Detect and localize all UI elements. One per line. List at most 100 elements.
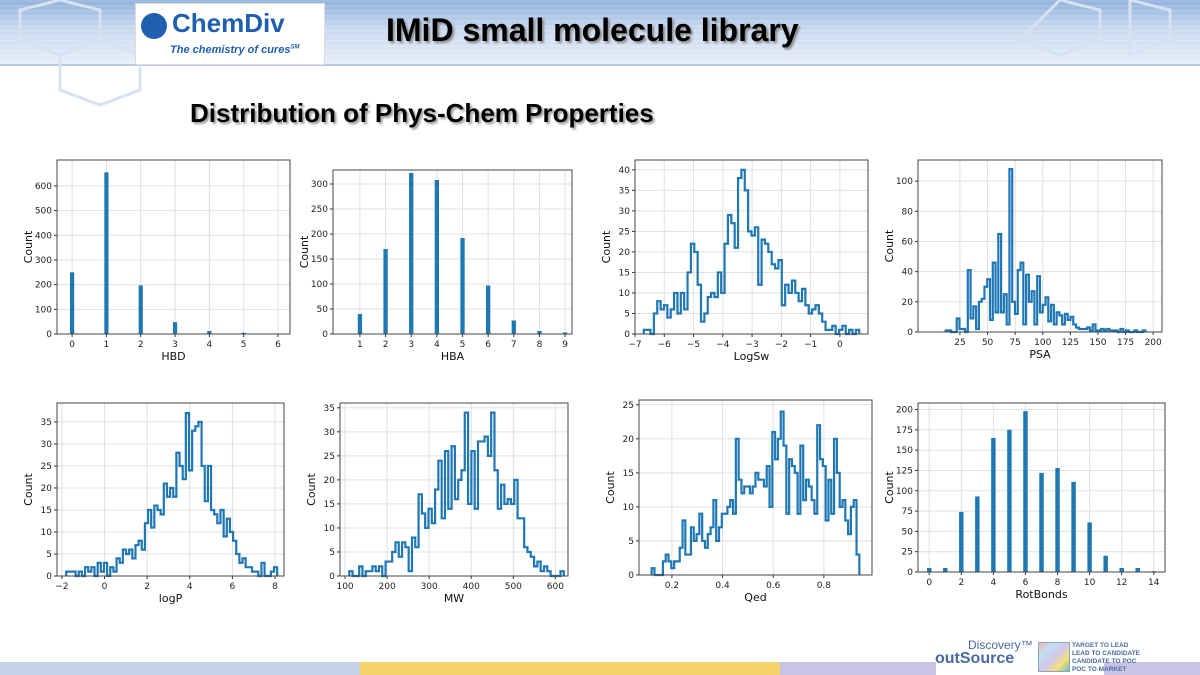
logo-tagline: The chemistry of curesSM — [170, 44, 299, 56]
x-axis-label: HBD — [161, 350, 185, 363]
x-tick-label: 4 — [434, 340, 440, 350]
histogram-bar — [943, 567, 948, 572]
chart-qed: 0.2 0.4 0.6 0.8 0 5 10 15 20 25 Qed Count — [604, 399, 873, 604]
histogram-bar — [1103, 555, 1108, 572]
x-tick-label: 3 — [408, 340, 414, 350]
x-axis-label: Qed — [744, 591, 766, 604]
histogram-bar — [1055, 468, 1060, 572]
plot-frame — [917, 402, 1166, 573]
y-tick-label: 300 — [35, 256, 52, 266]
x-tick-label: 100 — [336, 582, 353, 592]
y-tick-label: 35 — [324, 404, 335, 414]
y-tick-label: 25 — [324, 452, 335, 462]
x-tick-label: 175 — [1117, 338, 1134, 348]
x-tick-label: −7 — [628, 340, 641, 350]
x-axis-label: logP — [159, 592, 183, 605]
y-tick-label: 20 — [324, 476, 336, 486]
outsource-logo-icon — [1038, 642, 1070, 672]
y-tick-label: 25 — [902, 548, 913, 558]
histogram-bar — [172, 322, 178, 334]
stage-line: CANDIDATE TO POC — [1072, 658, 1137, 665]
y-tick-label: 100 — [896, 487, 913, 497]
x-tick-label: 1 — [357, 340, 363, 350]
y-tick-label: 15 — [619, 268, 630, 278]
y-tick-label: 35 — [619, 186, 630, 196]
y-tick-label: 30 — [41, 440, 53, 450]
logo-tagline-text: The chemistry of cures — [170, 44, 291, 56]
histogram-step-line — [944, 167, 1147, 334]
y-tick-label: 75 — [902, 507, 913, 517]
logo-sm: SM — [290, 44, 300, 51]
y-tick-label: 0 — [329, 572, 335, 582]
y-tick-label: 5 — [624, 309, 630, 319]
histogram-bar — [975, 496, 980, 572]
chart-hbd: 0 1 2 3 4 5 6 0 100 200 300 400 500 600 HBD Count — [22, 159, 291, 363]
y-tick-label: 125 — [896, 466, 913, 476]
y-tick-label: 300 — [311, 180, 328, 190]
footer-brand: outSource — [935, 650, 1015, 667]
y-tick-label: 50 — [902, 527, 914, 537]
x-tick-label: 12 — [1116, 578, 1127, 588]
x-tick-label: 8 — [272, 582, 278, 592]
y-tick-label: 80 — [902, 207, 914, 217]
x-tick-label: 4 — [187, 582, 193, 592]
histogram-bar — [537, 331, 542, 334]
y-tick-label: 35 — [41, 418, 52, 428]
x-tick-label: 3 — [172, 340, 178, 350]
chart-logsw: −7 −6 −5 −4 −3 −2 −1 0 0 5 10 15 20 25 30 35 40 LogSw Coun… — [600, 159, 869, 363]
x-tick-label: 14 — [1148, 578, 1160, 588]
x-tick-label: 150 — [1089, 338, 1106, 348]
x-tick-label: 6 — [1023, 578, 1029, 588]
plot-frame — [339, 402, 569, 577]
chart-mw: 100 200 300 400 500 600 0 5 10 15 20 25 30 35 MW Count — [305, 402, 569, 605]
slide-title: IMiD small molecule library — [386, 12, 799, 48]
y-tick-label: 20 — [41, 484, 53, 494]
x-tick-label: 300 — [421, 582, 438, 592]
histogram-step-line — [348, 411, 565, 578]
plot-frame — [56, 159, 291, 335]
y-axis-label: Count — [883, 229, 896, 262]
y-tick-label: 100 — [35, 305, 52, 315]
y-tick-label: 100 — [311, 280, 328, 290]
footer-stripe — [0, 662, 1200, 675]
y-tick-label: 20 — [623, 435, 635, 445]
x-tick-label: 10 — [1084, 578, 1096, 588]
x-tick-label: 0 — [102, 582, 108, 592]
y-tick-label: 10 — [623, 503, 635, 513]
x-tick-label: 6 — [275, 340, 281, 350]
x-tick-label: 125 — [1062, 338, 1079, 348]
y-axis-label: Count — [883, 470, 896, 503]
stage-line: TARGET TO LEAD — [1072, 642, 1129, 649]
x-tick-label: 8 — [1055, 578, 1061, 588]
x-tick-label: 500 — [505, 582, 522, 592]
x-tick-label: 200 — [379, 582, 396, 592]
x-tick-label: 2 — [144, 582, 150, 592]
y-tick-label: 20 — [902, 298, 914, 308]
y-tick-label: 600 — [35, 182, 52, 192]
x-tick-label: 5 — [241, 340, 247, 350]
footer-brand-top: Discovery™ — [968, 638, 1033, 652]
x-axis-label: RotBonds — [1015, 588, 1067, 601]
y-tick-label: 15 — [41, 506, 52, 516]
x-axis-label: HBA — [441, 350, 465, 363]
x-axis-label: MW — [444, 592, 464, 605]
y-tick-label: 250 — [311, 205, 328, 215]
y-tick-label: 30 — [324, 428, 336, 438]
y-tick-label: 25 — [41, 462, 52, 472]
histogram-bar — [207, 331, 212, 334]
x-tick-label: 0.2 — [665, 581, 679, 591]
x-tick-label: 75 — [1009, 338, 1020, 348]
x-tick-label: 8 — [537, 340, 543, 350]
y-tick-label: 60 — [902, 237, 914, 247]
y-axis-label: Count — [22, 472, 35, 505]
plot-frame — [332, 169, 573, 335]
y-tick-label: 0 — [322, 330, 328, 340]
x-tick-label: −2 — [775, 340, 788, 350]
y-tick-label: 200 — [35, 281, 52, 291]
plot-frame — [638, 399, 873, 576]
y-tick-label: 25 — [619, 227, 630, 237]
y-tick-label: 150 — [896, 446, 913, 456]
y-tick-label: 5 — [628, 537, 634, 547]
x-tick-label: 1 — [104, 340, 110, 350]
